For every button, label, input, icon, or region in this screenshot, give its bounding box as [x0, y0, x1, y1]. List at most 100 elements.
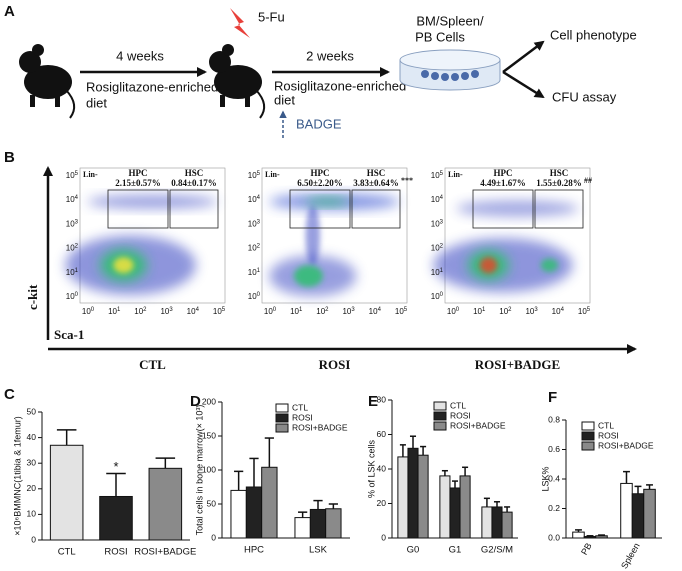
y-tick-label: 50 — [207, 498, 217, 508]
bar — [245, 486, 263, 539]
y-tick-label: 102 — [248, 243, 261, 253]
legend-label: ROSI — [292, 412, 313, 422]
tick-exponent: 2 — [440, 243, 444, 249]
diet: Rosiglitazone-enriched — [86, 79, 218, 94]
tick-exponent: 2 — [75, 243, 79, 249]
y-tick-label: 104 — [66, 195, 79, 205]
gate-name: HPC — [494, 168, 513, 178]
tick-exponent: 2 — [325, 307, 329, 313]
y-axis-label: c-kit — [25, 284, 40, 310]
tick-exponent: 3 — [351, 307, 355, 313]
petri-dish — [399, 49, 501, 91]
x-tick-label: CTL — [58, 547, 76, 558]
gate-name: HSC — [185, 168, 204, 178]
bar — [397, 456, 409, 539]
tick-base: 10 — [316, 307, 325, 316]
x-tick-label: G1 — [449, 545, 462, 556]
y-tick-label: 102 — [66, 243, 79, 253]
legend-swatch — [433, 411, 447, 421]
tick-base: 10 — [108, 307, 117, 316]
x-tick-label: ROSI — [104, 547, 127, 558]
tick-exponent: 3 — [169, 307, 173, 313]
gate — [107, 189, 169, 229]
tick-base: 10 — [525, 307, 534, 316]
tick-base: 10 — [447, 307, 456, 316]
gate — [289, 189, 351, 229]
y-tick-label: 103 — [66, 219, 79, 229]
bar — [583, 536, 597, 539]
mouse — [209, 44, 266, 119]
tick-exponent: 2 — [143, 307, 147, 313]
tick-base: 10 — [431, 244, 440, 253]
tick-base: 10 — [499, 307, 508, 316]
tick-base: 10 — [248, 292, 257, 301]
gate-value: 2.15±0.57% — [115, 178, 160, 188]
gate-name: HPC — [311, 168, 330, 178]
y-tick-label: 0 — [381, 532, 386, 542]
x-tick-label: 105 — [578, 307, 591, 317]
period: 2 weeks — [306, 48, 354, 63]
x-tick-label: 100 — [264, 307, 277, 317]
density — [293, 265, 323, 287]
tick-base: 10 — [66, 220, 75, 229]
sample-name: ROSI+BADGE — [475, 357, 560, 372]
y-tick-label: 104 — [248, 195, 261, 205]
y-tick-label: 0.2 — [548, 503, 560, 513]
x-axis-label: Sca-1 — [54, 327, 84, 342]
legend-label: CTL — [598, 420, 614, 430]
tick-exponent: 5 — [587, 307, 591, 313]
tick-base: 10 — [66, 268, 75, 277]
tick-base: 10 — [248, 268, 257, 277]
y-tick-label: 105 — [431, 171, 444, 181]
y-tick-label: 103 — [431, 219, 444, 229]
diet: diet — [86, 95, 107, 110]
tick-base: 10 — [473, 307, 482, 316]
flow-plot: Lin- HPC2.15±0.57%HSC0.84±0.17%1001001011… — [65, 167, 226, 372]
x-tick-label: Spleen — [619, 541, 642, 570]
panel-label: F — [548, 389, 557, 406]
legend-label: ROSI — [450, 410, 471, 420]
y-tick-label: 100 — [66, 292, 79, 302]
gate — [169, 189, 219, 229]
gate-value: 1.55±0.28% — [536, 178, 581, 188]
tick-exponent: 1 — [117, 307, 121, 313]
gate-parent: Lin- — [448, 170, 463, 179]
tick-exponent: 1 — [440, 267, 444, 273]
y-tick-label: 200 — [202, 396, 216, 406]
tick-exponent: 3 — [440, 219, 444, 225]
tick-exponent: 0 — [440, 292, 444, 298]
x-tick-label: 101 — [108, 307, 121, 317]
density — [540, 258, 559, 272]
gate-value: 6.50±2.20% — [297, 178, 342, 188]
outcome: Cell phenotype — [550, 27, 637, 42]
tick-base: 10 — [431, 171, 440, 180]
tick-base: 10 — [248, 220, 257, 229]
tick-exponent: 3 — [257, 219, 261, 225]
tick-exponent: 1 — [299, 307, 303, 313]
tick-exponent: 4 — [378, 307, 382, 313]
tick-base: 10 — [160, 307, 169, 316]
x-tick-label: 102 — [134, 307, 147, 317]
annotation: * — [113, 459, 118, 474]
x-tick-label: 104 — [369, 307, 382, 317]
density — [456, 200, 579, 217]
tick-exponent: 0 — [456, 307, 460, 313]
bar — [491, 506, 503, 539]
y-tick-label: 60 — [377, 429, 387, 439]
x-tick-label: G0 — [407, 545, 420, 556]
panel-label: A — [4, 3, 15, 20]
bar — [572, 531, 585, 539]
legend-label: ROSI+BADGE — [450, 420, 506, 430]
bar — [417, 454, 429, 539]
legend-label: CTL — [450, 400, 466, 410]
tick-base: 10 — [431, 292, 440, 301]
tick-base: 10 — [82, 307, 91, 316]
tick-base: 10 — [248, 195, 257, 204]
tick-exponent: 5 — [404, 307, 408, 313]
y-tick-label: 0.0 — [548, 532, 560, 542]
gate-value: 3.83±0.64% — [353, 178, 398, 188]
tick-base: 10 — [290, 307, 299, 316]
gate-name: HSC — [550, 168, 569, 178]
inhibitor: BADGE — [296, 116, 342, 131]
